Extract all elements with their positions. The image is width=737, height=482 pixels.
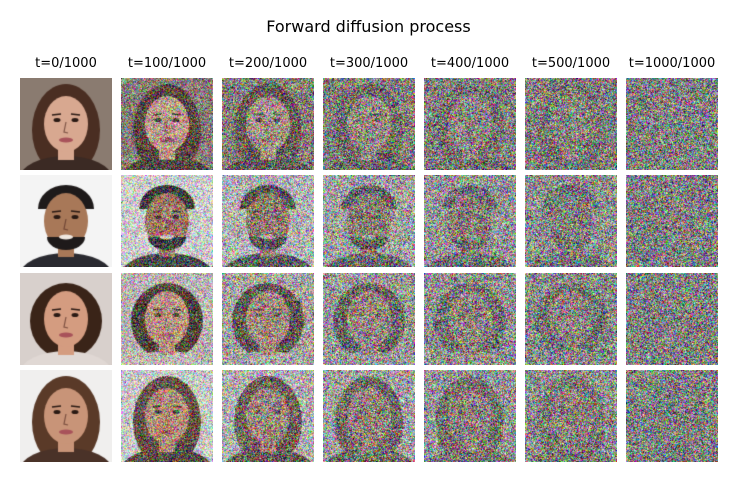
noisy-face-image [323, 370, 415, 462]
column-label-4: t=400/1000 [430, 56, 510, 71]
diffusion-image-row3-t300 [323, 370, 415, 462]
column-label-6: t=1000/1000 [628, 56, 716, 71]
diffusion-image-row2-t0 [20, 273, 112, 365]
diffusion-image-row3-t400 [424, 370, 516, 462]
noisy-face-image [525, 370, 617, 462]
noisy-face-image [323, 78, 415, 170]
figure-title: Forward diffusion process [266, 17, 471, 36]
diffusion-image-row1-t0 [20, 175, 112, 267]
diffusion-image-row2-t200 [222, 273, 314, 365]
diffusion-image-row3-t1000 [626, 370, 718, 462]
diffusion-image-row3-t100 [121, 370, 213, 462]
noisy-face-image [20, 78, 112, 170]
noisy-face-image [525, 273, 617, 365]
diffusion-image-row0-t100 [121, 78, 213, 170]
diffusion-image-row0-t500 [525, 78, 617, 170]
diffusion-image-row1-t1000 [626, 175, 718, 267]
noisy-face-image [626, 78, 718, 170]
diffusion-image-row0-t400 [424, 78, 516, 170]
diffusion-image-row2-t500 [525, 273, 617, 365]
noisy-face-image [626, 273, 718, 365]
diffusion-image-row2-t300 [323, 273, 415, 365]
noisy-face-image [20, 273, 112, 365]
noisy-face-image [626, 175, 718, 267]
noisy-face-image [424, 370, 516, 462]
diffusion-image-row3-t0 [20, 370, 112, 462]
column-label-3: t=300/1000 [329, 56, 409, 71]
noisy-face-image [323, 273, 415, 365]
noisy-face-image [222, 273, 314, 365]
noisy-face-image [20, 370, 112, 462]
noisy-face-image [121, 175, 213, 267]
diffusion-image-row1-t100 [121, 175, 213, 267]
noisy-face-image [20, 175, 112, 267]
noisy-face-image [323, 175, 415, 267]
column-label-5: t=500/1000 [531, 56, 611, 71]
column-label-2: t=200/1000 [228, 56, 308, 71]
diffusion-image-row0-t200 [222, 78, 314, 170]
column-label-1: t=100/1000 [127, 56, 207, 71]
noisy-face-image [222, 78, 314, 170]
noisy-face-image [222, 370, 314, 462]
diffusion-image-row1-t500 [525, 175, 617, 267]
diffusion-image-row3-t200 [222, 370, 314, 462]
noisy-face-image [525, 78, 617, 170]
noisy-face-image [424, 78, 516, 170]
noisy-face-image [121, 370, 213, 462]
diffusion-image-row0-t300 [323, 78, 415, 170]
diffusion-image-row1-t400 [424, 175, 516, 267]
noisy-face-image [424, 175, 516, 267]
diffusion-image-row2-t100 [121, 273, 213, 365]
diffusion-image-row1-t200 [222, 175, 314, 267]
diffusion-image-row0-t0 [20, 78, 112, 170]
noisy-face-image [121, 273, 213, 365]
diffusion-image-row2-t400 [424, 273, 516, 365]
noisy-face-image [222, 175, 314, 267]
noisy-face-image [121, 78, 213, 170]
diffusion-image-row2-t1000 [626, 273, 718, 365]
diffusion-image-row0-t1000 [626, 78, 718, 170]
diffusion-image-row1-t300 [323, 175, 415, 267]
noisy-face-image [626, 370, 718, 462]
noisy-face-image [525, 175, 617, 267]
diffusion-image-row3-t500 [525, 370, 617, 462]
column-label-0: t=0/1000 [35, 56, 97, 71]
noisy-face-image [424, 273, 516, 365]
